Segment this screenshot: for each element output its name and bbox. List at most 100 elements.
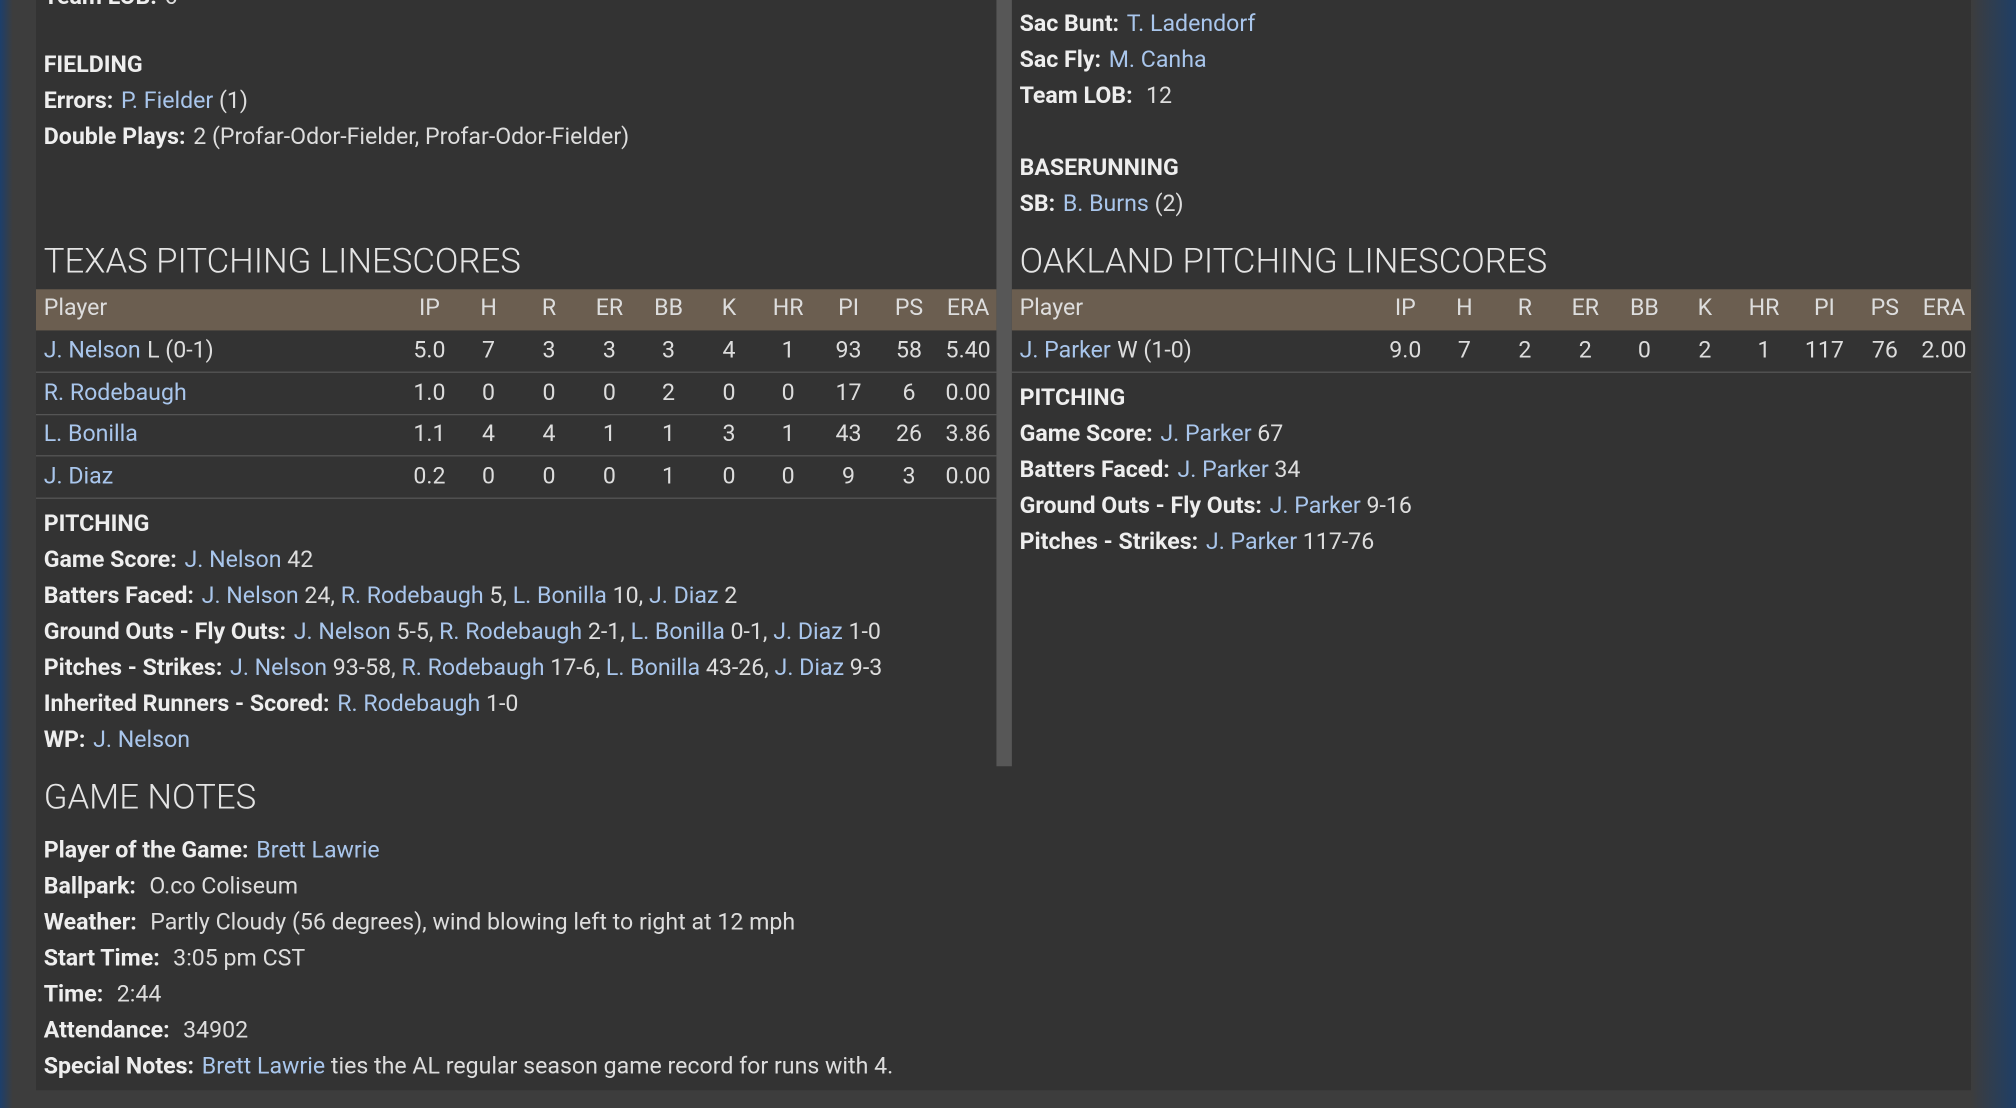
info-label: Ground Outs - Fly Outs: <box>1019 492 1262 520</box>
column-header: IP <box>418 294 440 322</box>
stat-cell: 0.00 <box>945 378 991 406</box>
stat-cell: 3 <box>902 462 916 490</box>
info-text: 9-3 <box>844 654 883 682</box>
stat-cell: 2 <box>1518 336 1532 364</box>
column-header: BB <box>1630 294 1659 322</box>
info-label: Attendance: <box>43 1016 170 1044</box>
info-text: 2 (Profar-Odor-Fielder, Profar-Odor-Fiel… <box>193 123 630 151</box>
info-text: 12 <box>1140 82 1173 110</box>
player-link[interactable]: L. Bonilla <box>512 582 607 610</box>
stat-cell: 9 <box>842 462 856 490</box>
column-header: PS <box>1870 294 1900 322</box>
player-cell: R. Rodebaugh <box>44 378 187 409</box>
player-link[interactable]: J. Parker <box>1160 420 1252 448</box>
info-text: Partly Cloudy (56 degrees), wind blowing… <box>144 908 796 936</box>
section-heading: FIELDING <box>43 51 143 79</box>
column-header: ERA <box>946 294 990 322</box>
player-link[interactable]: J. Parker <box>1177 456 1269 484</box>
player-link[interactable]: J. Diaz <box>773 618 843 646</box>
window-edge <box>1970 0 2016 1108</box>
stat-cell: 7 <box>482 336 496 364</box>
player-link[interactable]: L. Bonilla <box>630 618 725 646</box>
stat-cell: 0.2 <box>413 462 446 490</box>
player-link[interactable]: J. Nelson <box>43 336 141 364</box>
info-line: Game Score: J. Nelson 42 <box>44 545 314 576</box>
stat-cell: 0 <box>1637 336 1651 364</box>
info-line: Start Time: 3:05 pm CST <box>44 944 305 975</box>
info-text: (1) <box>213 87 249 115</box>
window-edge <box>0 0 13 1108</box>
row-separator <box>35 497 997 499</box>
player-link[interactable]: J. Diaz <box>648 582 719 610</box>
column-header: BB <box>654 294 683 322</box>
stat-cell: 1 <box>1757 336 1771 364</box>
player-link[interactable]: L. Bonilla <box>605 654 701 682</box>
player-link[interactable]: R. Rodebaugh <box>340 582 484 610</box>
stat-cell: 3 <box>662 336 676 364</box>
stat-cell: 4 <box>482 420 496 448</box>
player-link[interactable]: J. Nelson <box>93 726 191 754</box>
info-label: Game Score: <box>43 546 177 574</box>
stat-cell: 9.0 <box>1389 336 1422 364</box>
stat-cell: 3 <box>542 336 556 364</box>
decision: L (0-1) <box>147 336 214 364</box>
table-header <box>1011 289 1971 331</box>
player-link[interactable]: R. Rodebaugh <box>337 690 481 718</box>
column-header: Player <box>1019 294 1084 322</box>
info-label: Ballpark: <box>43 872 136 900</box>
info-text: 43-26, <box>700 654 775 682</box>
player-link[interactable]: J. Diaz <box>774 654 845 682</box>
player-cell: J. Nelson L (0-1) <box>44 336 214 367</box>
stat-cell: 0 <box>781 462 795 490</box>
player-link[interactable]: R. Rodebaugh <box>439 618 583 646</box>
info-line: Errors: P. Fielder (1) <box>44 86 248 117</box>
player-link[interactable]: J. Nelson <box>184 546 282 574</box>
column-header: PI <box>1813 294 1835 322</box>
stat-cell: 1 <box>781 420 795 448</box>
player-link[interactable]: T. Ladendorf <box>1126 10 1256 38</box>
player-link[interactable]: J. Parker <box>1019 336 1111 364</box>
player-link[interactable]: P. Fielder <box>120 87 214 115</box>
info-text: (2) <box>1148 190 1184 218</box>
player-cell: L. Bonilla <box>44 420 138 451</box>
info-text: 10, <box>606 582 649 610</box>
column-header: HR <box>1748 294 1780 322</box>
column-header: H <box>480 294 497 322</box>
info-line: Ground Outs - Fly Outs: J. Parker 9-16 <box>1020 491 1412 522</box>
stat-cell: 2 <box>1698 336 1712 364</box>
info-text: 2-1, <box>582 618 631 646</box>
info-label: Ground Outs - Fly Outs: <box>43 618 287 646</box>
info-label: Time: <box>43 980 104 1008</box>
stat-cell: 43 <box>835 420 862 448</box>
player-link[interactable]: J. Parker <box>1205 528 1298 556</box>
player-cell: J. Parker W (1-0) <box>1020 336 1192 367</box>
player-link[interactable]: R. Rodebaugh <box>401 654 545 682</box>
player-link[interactable]: Brett Lawrie <box>201 1052 326 1080</box>
info-label: WP: <box>43 726 86 754</box>
info-line: Game Score: J. Parker 67 <box>1020 419 1284 450</box>
stat-cell: 0 <box>602 378 616 406</box>
info-label: Team LOB: <box>44 0 157 10</box>
column-header: H <box>1456 294 1473 322</box>
player-link[interactable]: J. Nelson <box>230 654 328 682</box>
stat-cell: 0 <box>722 378 736 406</box>
player-link[interactable]: B. Burns <box>1062 190 1149 218</box>
stat-cell: 0 <box>542 462 556 490</box>
player-link[interactable]: J. Nelson <box>293 618 391 646</box>
player-link[interactable]: J. Diaz <box>43 462 114 490</box>
player-link[interactable]: M. Canha <box>1108 46 1207 74</box>
player-link[interactable]: Brett Lawrie <box>256 836 380 864</box>
stat-cell: 0 <box>781 378 795 406</box>
info-label: Pitches - Strikes: <box>1019 528 1199 556</box>
stat-cell: 3 <box>602 336 616 364</box>
info-label: Sac Bunt: <box>1019 10 1120 38</box>
player-link[interactable]: R. Rodebaugh <box>43 378 187 406</box>
column-header: ERA <box>1922 294 1966 322</box>
stat-cell: 1.1 <box>413 420 446 448</box>
player-link[interactable]: L. Bonilla <box>43 420 138 448</box>
player-link[interactable]: J. Nelson <box>201 582 299 610</box>
player-link[interactable]: J. Parker <box>1269 492 1361 520</box>
info-label: Inherited Runners - Scored: <box>43 690 330 718</box>
